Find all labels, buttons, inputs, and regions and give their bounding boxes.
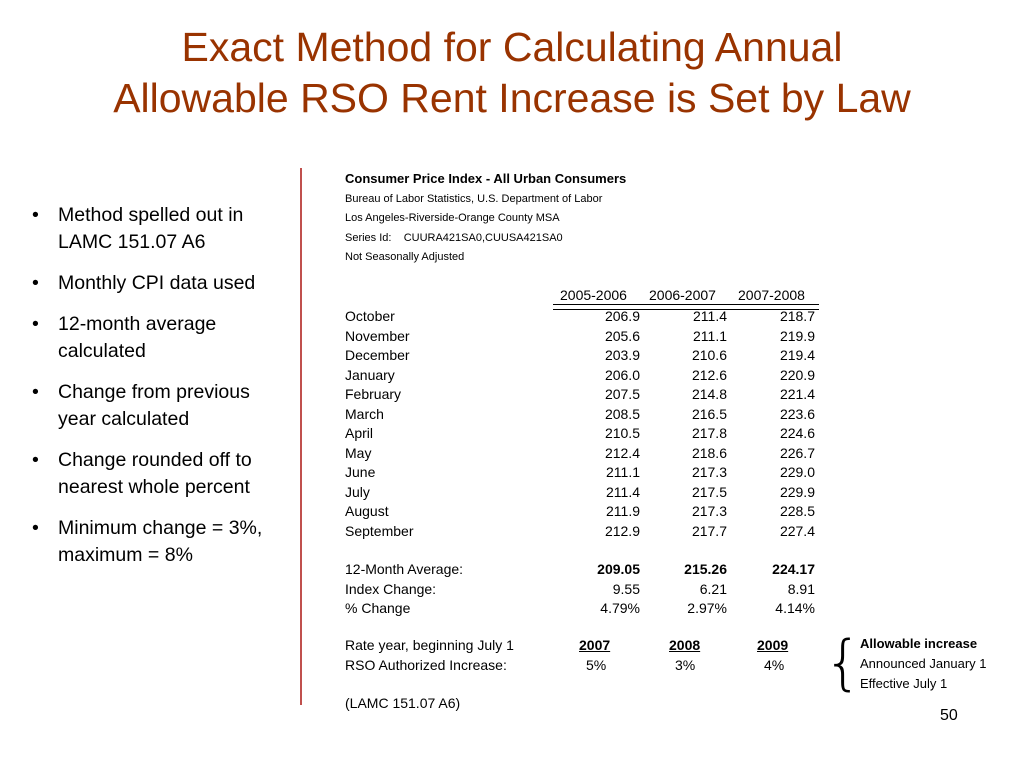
bullet-item: • Change from previous year calculated xyxy=(32,381,250,430)
cpi-series: Series Id: CUURA421SA0,CUUSA421SA0 xyxy=(345,232,563,244)
cpi-area: Los Angeles-Riverside-Orange County MSA xyxy=(345,212,560,224)
header-double-rule xyxy=(553,304,819,310)
bullet-item: • 12-month average calculated xyxy=(32,313,217,362)
bullet-item: • Minimum change = 3%, maximum = 8% xyxy=(32,517,263,566)
bullet-item: • Monthly CPI data used xyxy=(32,272,256,294)
column-header: 2005-2006 xyxy=(560,287,627,303)
column-header: 2007-2008 xyxy=(738,287,805,303)
cpi-adjustment: Not Seasonally Adjusted xyxy=(345,251,465,263)
note-effective: Effective July 1 xyxy=(860,676,948,691)
divider-line xyxy=(300,168,302,705)
brace-icon: { xyxy=(824,628,863,698)
note-announced: Announced January 1 xyxy=(860,656,987,671)
bullet-item: • Change rounded off to nearest whole per… xyxy=(32,449,252,498)
page-number: 50 xyxy=(940,707,958,724)
cpi-source: Bureau of Labor Statistics, U.S. Departm… xyxy=(345,193,603,205)
bullet-list: • Method spelled out in LAMC 151.07 A6 • M… xyxy=(30,202,280,583)
slide-title: Exact Method for Calculating Annual Allo… xyxy=(0,22,1024,124)
cpi-title: Consumer Price Index - All Urban Consume… xyxy=(345,171,627,186)
bullet-item: • Method spelled out in LAMC 151.07 A6 xyxy=(32,204,244,253)
slide-title-line-2: Allowable RSO Rent Increase is Set by La… xyxy=(113,75,911,121)
note-title: Allowable increase xyxy=(860,636,978,651)
slide-title-line-1: Exact Method for Calculating Annual xyxy=(181,24,843,70)
column-header: 2006-2007 xyxy=(649,287,716,303)
